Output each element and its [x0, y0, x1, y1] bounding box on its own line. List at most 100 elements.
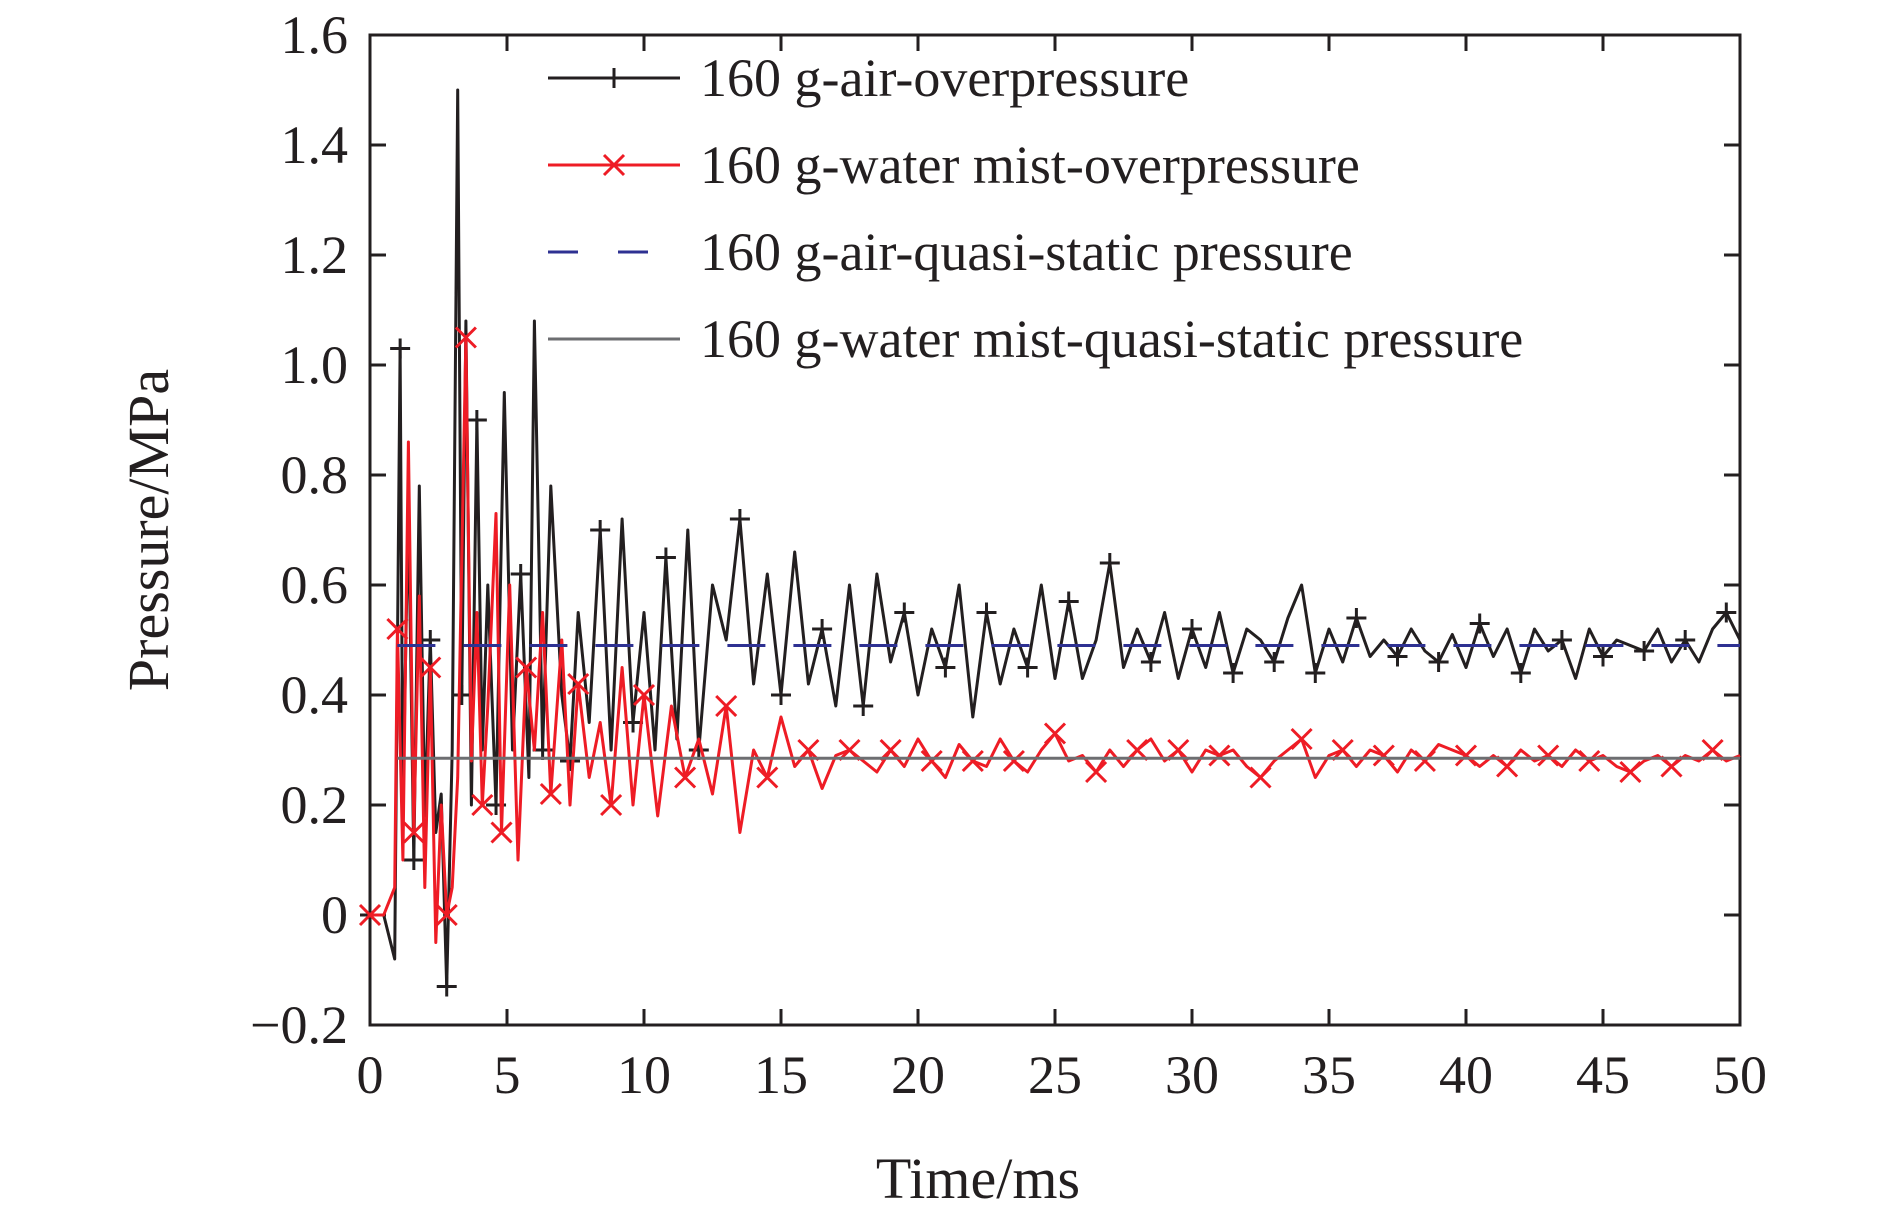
y-tick-label: 0	[321, 885, 348, 945]
data-point	[920, 749, 943, 773]
data-point	[466, 410, 487, 430]
y-tick-label: −0.2	[250, 995, 348, 1055]
data-point	[1331, 738, 1354, 762]
data-point	[853, 696, 874, 716]
data-point	[1167, 738, 1190, 762]
data-point	[935, 657, 956, 678]
data-point	[1701, 738, 1724, 762]
legend-item-0: 160 g-air-overpressure	[548, 48, 1189, 108]
data-point	[510, 564, 531, 584]
data-point	[1372, 744, 1395, 767]
data-point	[1208, 744, 1231, 767]
x-tick-label: 15	[754, 1045, 808, 1105]
x-tick-label: 35	[1302, 1045, 1356, 1105]
data-point	[1496, 755, 1519, 778]
data-point	[632, 683, 656, 707]
data-point	[1085, 760, 1108, 784]
x-tick-label: 40	[1439, 1045, 1493, 1105]
legend-item-3: 160 g-water mist-quasi-static pressure	[548, 309, 1523, 369]
y-tick-label: 0.8	[281, 445, 349, 505]
x-tick-label: 20	[891, 1045, 945, 1105]
y-tick-label: 0.4	[281, 665, 349, 725]
legend-label: 160 g-water mist-overpressure	[700, 135, 1360, 195]
legend-marker	[602, 153, 626, 177]
data-point	[1002, 749, 1025, 773]
data-point	[1510, 663, 1531, 683]
data-point	[600, 793, 623, 817]
data-point	[419, 656, 442, 679]
data-point	[454, 326, 477, 349]
data-point	[1454, 744, 1478, 767]
data-point	[1593, 646, 1613, 667]
x-tick-label: 0	[357, 1045, 384, 1105]
x-tick-label: 25	[1028, 1045, 1082, 1105]
data-point	[1126, 738, 1149, 762]
data-point	[515, 656, 538, 679]
data-point	[1249, 766, 1272, 789]
x-axis-title: Time/ms	[876, 1146, 1080, 1211]
data-point	[1182, 619, 1202, 639]
axes: 0 5 10 15 20 25 30 35 40 45 50−0.200.20.40.60.81.0…	[250, 5, 1767, 1105]
data-point	[655, 547, 676, 568]
data-point	[1551, 630, 1572, 650]
y-tick-label: 1.2	[281, 225, 349, 285]
legend-marker	[604, 68, 624, 88]
data-point	[451, 685, 472, 705]
data-point	[539, 782, 562, 806]
data-point	[838, 738, 861, 762]
legend-item-1: 160 g-water mist-overpressure	[548, 135, 1360, 195]
data-point	[894, 602, 915, 623]
data-point	[797, 738, 820, 762]
data-point	[976, 602, 997, 623]
data-point	[1290, 727, 1313, 751]
series-0	[360, 88, 1742, 997]
data-point	[1716, 602, 1737, 623]
data-point	[590, 520, 611, 540]
x-tick-label: 45	[1576, 1045, 1630, 1105]
data-point	[436, 976, 457, 997]
data-point	[1428, 652, 1449, 672]
legend-label: 160 g-air-overpressure	[700, 48, 1189, 108]
data-point	[1043, 722, 1067, 745]
data-point	[729, 509, 750, 529]
data-point	[1058, 591, 1079, 612]
y-axis-title: Pressure/MPa	[116, 369, 181, 691]
data-point	[435, 903, 458, 927]
x-tick-label: 10	[617, 1045, 671, 1105]
data-point	[771, 685, 791, 705]
x-tick-label: 5	[494, 1045, 521, 1105]
legend-item-2: 160 g-air-quasi-static pressure	[548, 222, 1353, 282]
data-point	[756, 766, 779, 789]
data-point	[1017, 657, 1038, 678]
x-tick-label: 50	[1713, 1045, 1767, 1105]
data-point	[1413, 749, 1436, 773]
y-tick-label: 0.6	[281, 555, 349, 615]
data-point	[715, 694, 738, 718]
y-tick-label: 1.4	[281, 115, 349, 175]
data-point	[961, 749, 984, 773]
data-point	[1223, 663, 1244, 683]
data-point	[812, 619, 833, 639]
data-point	[1660, 755, 1683, 778]
data-point	[879, 738, 902, 762]
series-group	[358, 88, 1742, 997]
data-point	[386, 617, 409, 641]
data-point	[1537, 744, 1560, 767]
x-tick-label: 30	[1165, 1045, 1219, 1105]
data-point	[1578, 749, 1601, 773]
legend-label: 160 g-water mist-quasi-static pressure	[700, 309, 1523, 369]
data-point	[1346, 608, 1367, 628]
data-point	[1387, 646, 1408, 667]
data-point	[1634, 641, 1655, 661]
data-point	[471, 793, 494, 817]
data-point	[1264, 652, 1285, 672]
legend-label: 160 g-air-quasi-static pressure	[700, 222, 1353, 282]
data-point	[1619, 760, 1642, 784]
data-point	[560, 751, 581, 771]
data-point	[390, 338, 411, 359]
legend: 160 g-air-overpressure 160 g-water mist-o…	[548, 48, 1523, 369]
series-line	[370, 88, 1742, 988]
data-point	[1099, 553, 1120, 573]
